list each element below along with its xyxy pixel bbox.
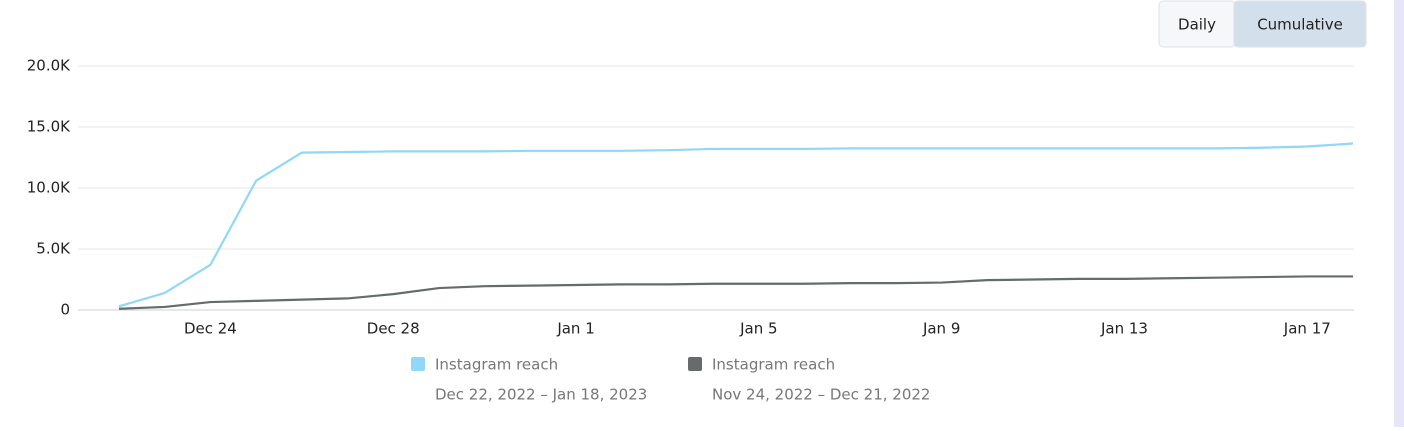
legend-swatch [688,357,702,371]
legend-label: Instagram reach [435,356,558,374]
legend-period: Nov 24, 2022 – Dec 21, 2022 [712,386,930,404]
series-line [118,275,1353,310]
y-tick-label: 15.0K [27,118,71,136]
view-toggle: Daily Cumulative [1158,0,1367,48]
y-tick-label: 10.0K [27,179,71,197]
legend-swatch [411,357,425,371]
x-tick-label: Jan 13 [1100,320,1148,338]
legend-period: Dec 22, 2022 – Jan 18, 2023 [435,386,647,404]
legend-item: Instagram reach Nov 24, 2022 – Dec 21, 20… [688,356,930,404]
y-tick-label: 20.0K [27,57,71,75]
y-tick-label: 5.0K [36,240,71,258]
legend-item: Instagram reach Dec 22, 2022 – Jan 18, 20… [411,356,647,404]
x-tick-label: Dec 24 [184,320,237,338]
x-tick-label: Jan 9 [922,320,960,338]
x-tick-label: Jan 1 [556,320,594,338]
cumulative-button[interactable] [1233,0,1367,48]
legend-label: Instagram reach [712,356,835,374]
series-line [118,142,1354,308]
x-tick-label: Jan 17 [1283,320,1331,338]
button-label: Daily [1178,16,1216,34]
x-tick-label: Dec 28 [367,320,420,338]
scrollbar [1394,0,1404,427]
button-label: Cumulative [1257,16,1343,34]
y-tick-label: 0 [60,301,70,319]
x-tick-label: Jan 5 [739,320,777,338]
